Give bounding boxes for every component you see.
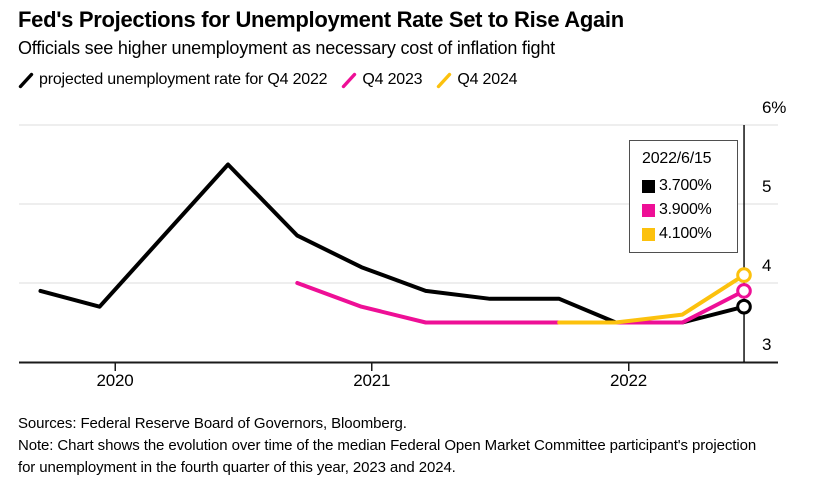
legend-item-q4-2024: Q4 2024 xyxy=(436,71,518,89)
x-tick-label: 2021 xyxy=(353,371,391,390)
magenta-swatch-icon xyxy=(642,203,655,217)
y-tick-label: 3 xyxy=(762,335,772,354)
legend-item-q4-2023: Q4 2023 xyxy=(341,71,423,89)
black-slash-icon xyxy=(18,72,34,88)
legend-label: Q4 2023 xyxy=(362,71,423,88)
magenta-slash-icon xyxy=(342,72,357,88)
end-point-marker xyxy=(736,298,752,315)
black-swatch-icon xyxy=(642,179,655,193)
tooltip-value: 3.700% xyxy=(659,177,712,194)
series-line xyxy=(557,273,746,325)
end-point-marker xyxy=(736,283,752,299)
note-line: Note: Chart shows the evolution over tim… xyxy=(18,437,757,476)
chart-footer: Sources: Federal Reserve Board of Govern… xyxy=(18,413,763,479)
tooltip-row-q4-2022: 3.700% xyxy=(642,174,731,198)
sources-line: Sources: Federal Reserve Board of Govern… xyxy=(18,415,407,432)
tooltip-value: 3.900% xyxy=(659,201,712,218)
y-tick-label: 4 xyxy=(762,256,772,275)
tooltip-value: 4.100% xyxy=(659,225,712,242)
legend-label: projected unemployment rate for Q4 2022 xyxy=(39,71,328,88)
x-tick-label: 2022 xyxy=(609,371,648,390)
y-tick-label: 5 xyxy=(762,177,772,196)
projection-tooltip: 2022/6/15 3.700% 3.900% 4.100% xyxy=(629,140,738,253)
yellow-swatch-icon xyxy=(642,227,655,241)
series-line xyxy=(295,281,746,325)
tooltip-row-q4-2024: 4.100% xyxy=(642,222,731,246)
y-tick-label: 6% xyxy=(762,98,787,117)
tooltip-date: 2022/6/15 xyxy=(642,150,712,167)
page-subtitle: Officials see higher unemployment as nec… xyxy=(18,38,555,58)
end-point-marker xyxy=(736,267,752,283)
legend-item-q4-2022: projected unemployment rate for Q4 2022 xyxy=(18,71,328,89)
x-tick-label: 2020 xyxy=(96,371,134,390)
page-title: Fed's Projections for Unemployment Rate … xyxy=(18,7,624,32)
tooltip-row-q4-2023: 3.900% xyxy=(642,198,731,222)
legend-label: Q4 2024 xyxy=(457,71,518,88)
yellow-slash-icon xyxy=(437,72,452,88)
chart-legend: projected unemployment rate for Q4 2022 … xyxy=(18,70,518,90)
